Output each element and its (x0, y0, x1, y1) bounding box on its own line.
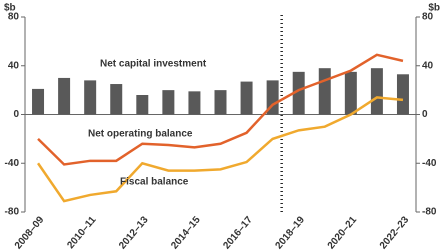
bar (266, 80, 279, 115)
bar (136, 95, 149, 115)
bar (344, 71, 357, 115)
series-label: Fiscal balance (120, 177, 189, 188)
y2-tick-label: 0 (422, 109, 428, 120)
y2-axis-unit: $b (428, 3, 440, 14)
y-tick-label: 80 (8, 12, 20, 23)
bar (84, 80, 97, 115)
bar (58, 77, 71, 115)
series-label: Net operating balance (88, 129, 193, 140)
bar (188, 91, 201, 115)
y-tick-label: -40 (5, 158, 20, 169)
x-tick-label: 2014–15 (169, 214, 203, 250)
x-tick-label: 2016–17 (221, 214, 255, 250)
line (37, 53, 404, 166)
x-tick-label: 2012–13 (117, 214, 151, 250)
y2-tick-label: -40 (422, 158, 437, 169)
bar (32, 88, 45, 115)
bar (162, 90, 175, 115)
bar (214, 90, 227, 115)
y2-tick-label: -80 (422, 207, 437, 218)
x-tick-label: 2008–09 (13, 214, 47, 250)
bar (240, 81, 253, 115)
bar (396, 74, 409, 115)
y2-tick-label: 80 (422, 12, 434, 23)
y-tick-label: -80 (5, 207, 20, 218)
bar (110, 84, 123, 115)
y2-tick-label: 40 (422, 60, 434, 71)
y-axis-unit: $b (4, 3, 16, 14)
y-tick-label: 0 (13, 109, 19, 120)
line (37, 96, 404, 203)
x-tick-label: 2022–23 (378, 214, 412, 250)
series-label: Net capital investment (100, 59, 207, 70)
x-tick-label: 2018–19 (274, 214, 308, 250)
y-tick-label: 40 (8, 60, 20, 71)
bar (370, 68, 383, 115)
bar (292, 71, 305, 115)
x-tick-label: 2010–11 (65, 214, 98, 250)
x-tick-label: 2020–21 (326, 214, 360, 250)
bar (318, 68, 331, 115)
